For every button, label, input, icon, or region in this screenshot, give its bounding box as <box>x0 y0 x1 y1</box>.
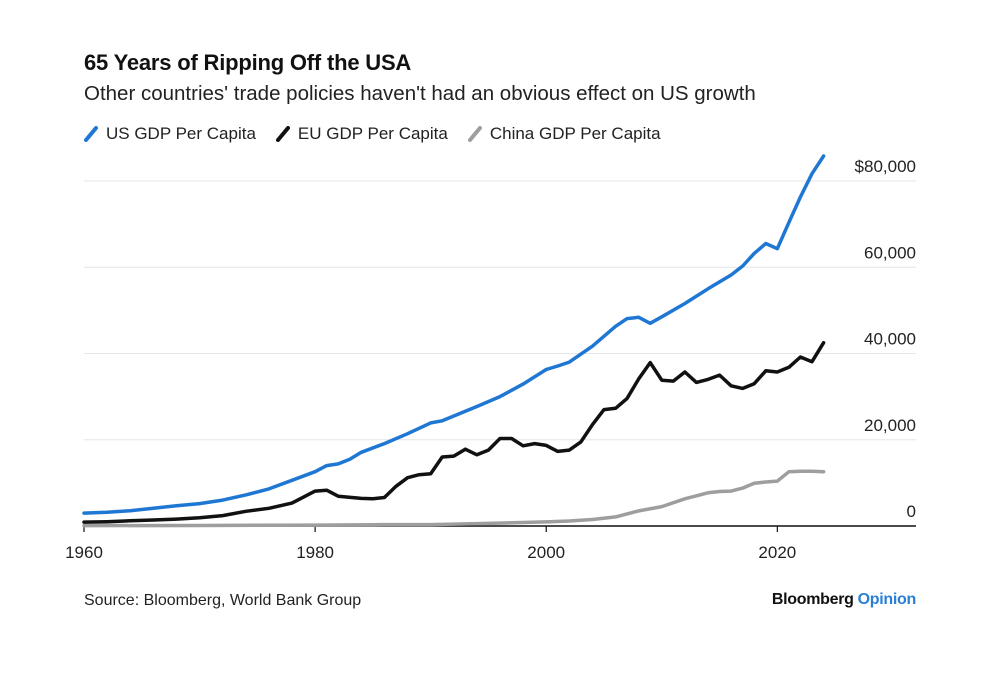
chart-subtitle: Other countries' trade policies haven't … <box>84 82 756 105</box>
series-line-china <box>82 469 826 528</box>
brand-logo: Bloomberg Opinion <box>772 591 916 609</box>
y-tick-label-1: 60,000 <box>864 243 916 262</box>
legend-item-china: China GDP Per Capita <box>467 124 661 144</box>
x-tick-label-1: 1980 <box>296 543 334 562</box>
series-line-eu <box>82 340 826 524</box>
chart-legend: US GDP Per Capita EU GDP Per Capita Chin… <box>84 124 661 144</box>
y-tick-label-4: 0 <box>907 502 916 521</box>
chart-title: 65 Years of Ripping Off the USA <box>84 50 412 75</box>
legend-swatch-eu <box>275 126 290 142</box>
legend-label-us: US GDP Per Capita <box>106 124 256 143</box>
series-line-us <box>82 154 826 515</box>
legend-swatch-us <box>84 126 98 142</box>
y-tick-label-3: 20,000 <box>864 416 916 435</box>
brand-name: Bloomberg <box>771 591 854 608</box>
legend-item-eu: EU GDP Per Capita <box>275 124 448 144</box>
y-tick-label-0: $80,000 <box>855 157 916 176</box>
legend-label-china: China GDP Per Capita <box>489 124 661 143</box>
x-tick-label-3: 2020 <box>758 543 796 562</box>
legend-label-eu: EU GDP Per Capita <box>297 124 448 143</box>
y-tick-label-2: 40,000 <box>864 330 916 349</box>
x-tick-label-0: 1960 <box>65 543 103 562</box>
x-tick-label-2: 2000 <box>527 543 565 562</box>
legend-swatch-china <box>467 126 482 142</box>
brand-suffix: Opinion <box>857 591 917 608</box>
legend-item-us: US GDP Per Capita <box>84 124 256 144</box>
source-note: Source: Bloomberg, World Bank Group <box>84 592 362 609</box>
